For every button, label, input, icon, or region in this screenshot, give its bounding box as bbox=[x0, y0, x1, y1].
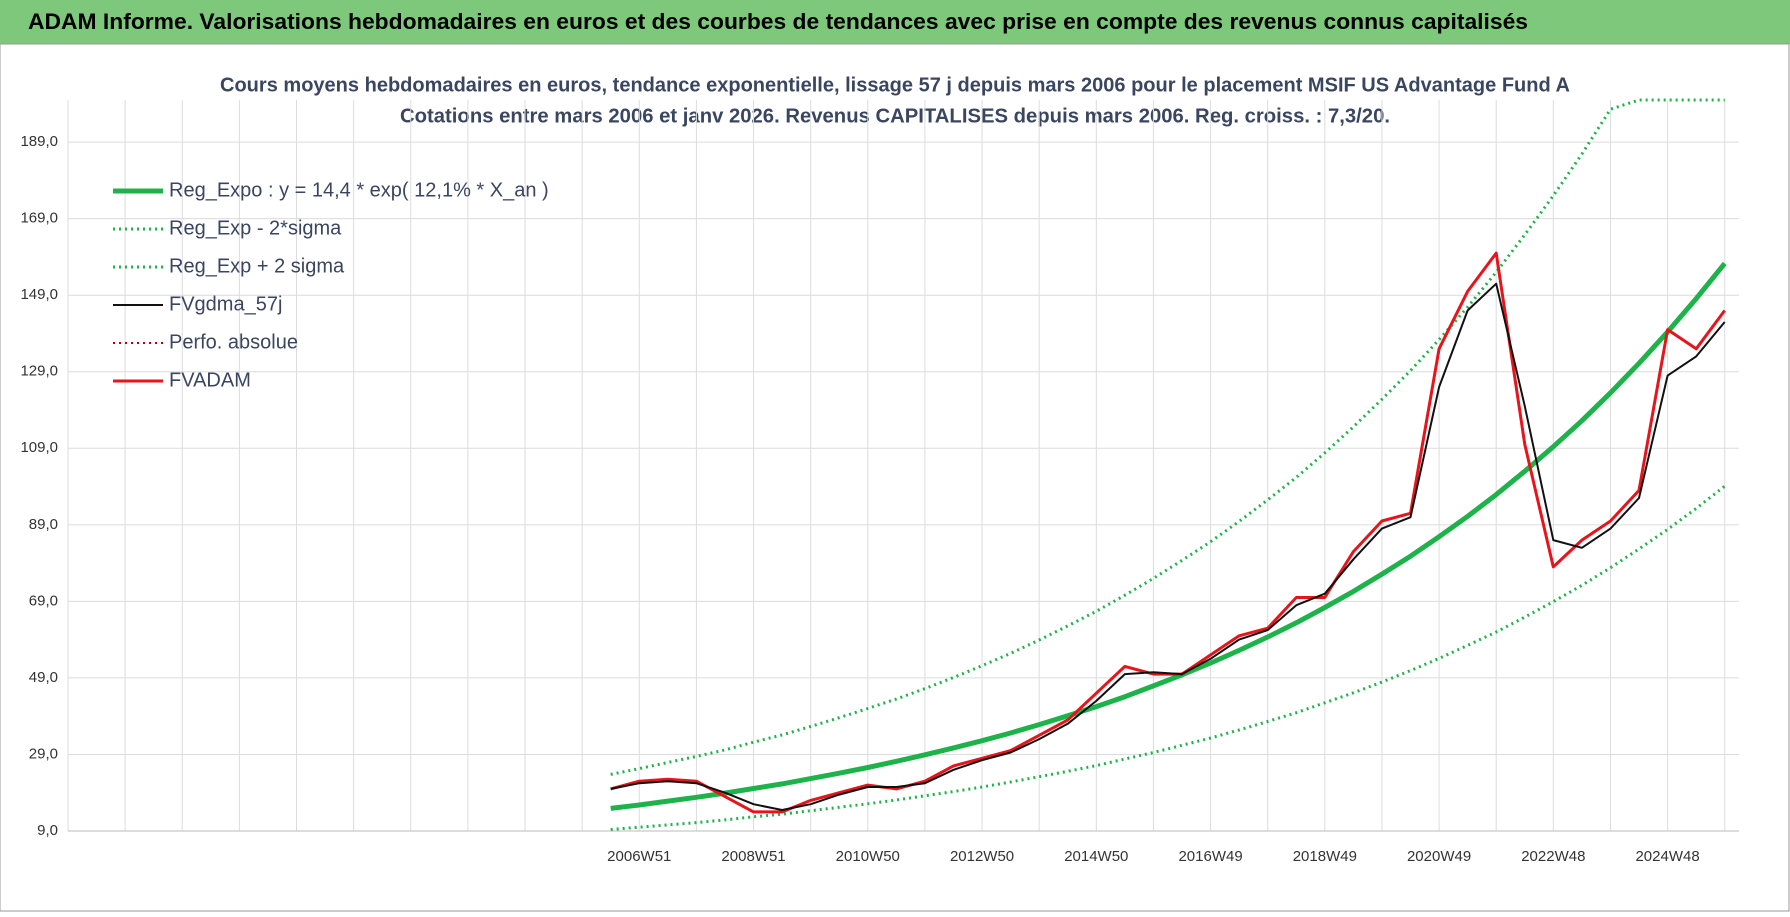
x-tick-label: 2008W51 bbox=[721, 848, 785, 865]
x-tick-label: 2014W50 bbox=[1064, 848, 1128, 865]
y-tick-label: 9,0 bbox=[37, 822, 58, 839]
legend-label: FVgdma_57j bbox=[169, 293, 282, 315]
header-bar bbox=[0, 0, 1790, 44]
legend-label: Perfo. absolue bbox=[169, 331, 298, 353]
chart-subtitle: Cotations entre mars 2006 et janv 2026. … bbox=[400, 105, 1390, 127]
legend-label: FVADAM bbox=[169, 369, 251, 391]
x-tick-label: 2010W50 bbox=[836, 848, 900, 865]
series-line bbox=[610, 282, 1726, 811]
series-line bbox=[610, 485, 1726, 831]
y-tick-label: 169,0 bbox=[20, 210, 58, 227]
y-tick-label: 89,0 bbox=[29, 516, 58, 533]
legend-label: Reg_Exp - 2*sigma bbox=[169, 217, 342, 239]
chart-title: Cours moyens hebdomadaires en euros, ten… bbox=[220, 74, 1570, 96]
series-line bbox=[610, 252, 1726, 813]
x-tick-label: 2006W51 bbox=[607, 848, 671, 865]
y-tick-label: 189,0 bbox=[20, 133, 58, 150]
x-tick-label: 2020W49 bbox=[1407, 848, 1471, 865]
y-tick-label: 29,0 bbox=[29, 745, 58, 762]
y-tick-label: 149,0 bbox=[20, 286, 58, 303]
header-title: ADAM Informe. Valorisations hebdomadaire… bbox=[28, 9, 1528, 34]
frame bbox=[0, 43, 1790, 912]
series-line bbox=[610, 251, 1726, 814]
x-tick-label: 2022W48 bbox=[1521, 848, 1585, 865]
y-tick-label: 49,0 bbox=[29, 669, 58, 686]
legend-label: Reg_Expo : y = 14,4 * exp( 12,1% * X_an … bbox=[169, 179, 549, 201]
x-tick-label: 2018W49 bbox=[1293, 848, 1357, 865]
x-tick-label: 2024W48 bbox=[1635, 848, 1699, 865]
y-tick-label: 129,0 bbox=[20, 363, 58, 380]
series-line bbox=[610, 261, 1727, 811]
x-tick-label: 2016W49 bbox=[1178, 848, 1242, 865]
legend-label: Reg_Exp + 2 sigma bbox=[169, 255, 345, 277]
x-tick-label: 2012W50 bbox=[950, 848, 1014, 865]
y-tick-label: 69,0 bbox=[29, 592, 58, 609]
y-tick-label: 109,0 bbox=[20, 439, 58, 456]
